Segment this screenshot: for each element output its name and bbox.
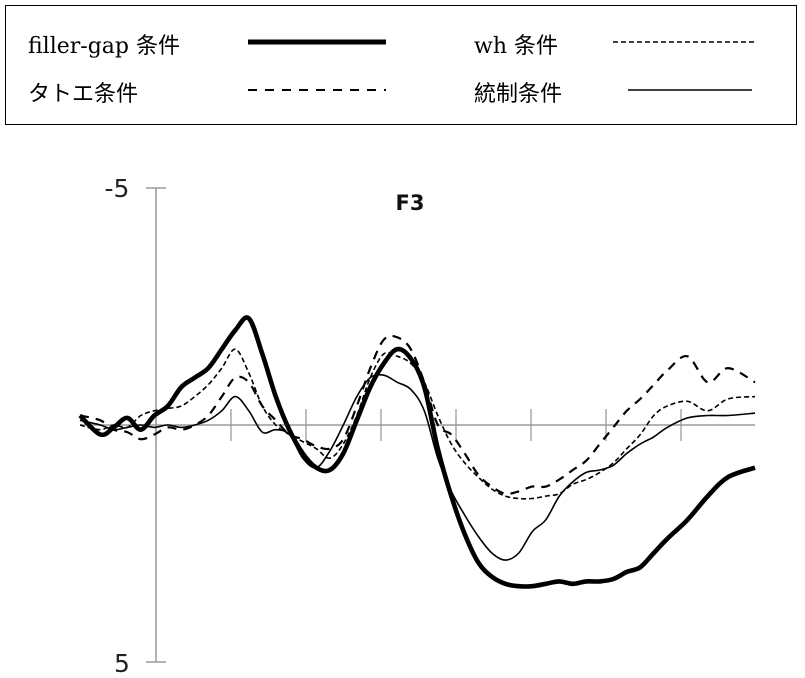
legend-line-control <box>628 89 752 91</box>
chart-title: F3 <box>396 191 425 215</box>
legend-line-tatoe <box>248 89 386 91</box>
series-line-wh <box>79 348 756 500</box>
legend-box: filler-gap 条件 タトエ条件 wh 条件 統制条件 <box>5 5 797 125</box>
series-line-tatoe <box>79 334 756 495</box>
legend-label-tatoe: タトエ条件 <box>28 82 139 107</box>
y-tick-label-top: -5 <box>105 174 130 203</box>
legend-label-control: 統制条件 <box>474 82 563 107</box>
series-line-filler-gap <box>78 315 756 589</box>
legend-label-wh: wh 条件 <box>474 34 558 59</box>
series-line-control <box>79 373 756 561</box>
legend-label-filler-gap: filler-gap 条件 <box>28 34 180 59</box>
series-lines <box>78 315 756 589</box>
legend-line-filler-gap <box>248 39 386 45</box>
y-tick-label-bottom: 5 <box>114 649 130 678</box>
